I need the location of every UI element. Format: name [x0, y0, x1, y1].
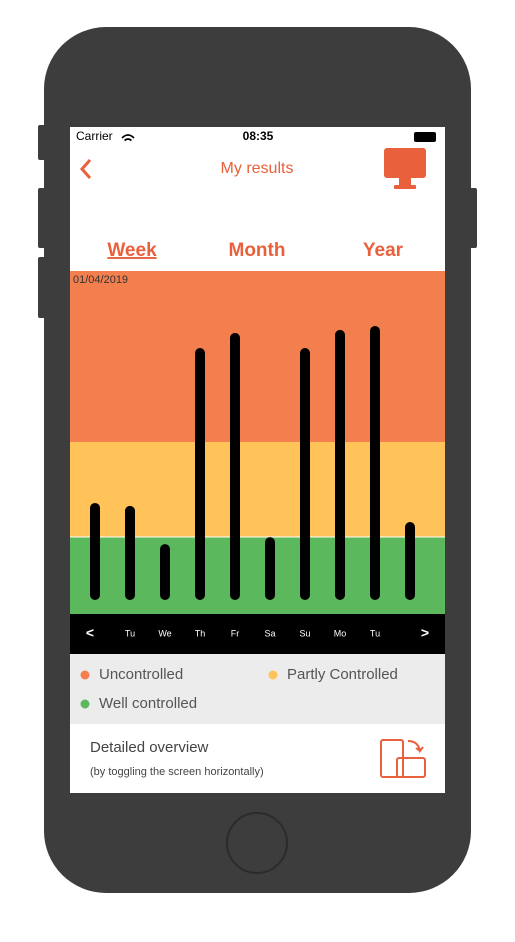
- legend-label: Uncontrolled: [99, 666, 183, 683]
- bar: [265, 537, 275, 600]
- legend-dot: [80, 670, 90, 680]
- x-tick-label: Sa: [264, 628, 275, 638]
- bar: [195, 347, 205, 600]
- x-tick-label: Tu: [125, 628, 135, 638]
- x-tick-label: Th: [195, 628, 206, 638]
- clock: 08:35: [243, 129, 274, 143]
- x-tick-label: Fr: [231, 628, 240, 638]
- back-button[interactable]: [79, 159, 92, 179]
- x-tick-label: Su: [299, 628, 310, 638]
- tab[interactable]: Week: [107, 240, 157, 261]
- home-button[interactable]: [226, 812, 288, 874]
- chart-date: 01/04/2019: [73, 274, 128, 286]
- next-button[interactable]: >: [421, 625, 429, 641]
- x-tick-label: Tu: [370, 628, 380, 638]
- tab[interactable]: Year: [363, 240, 404, 261]
- zone-band: [70, 271, 445, 442]
- monitor-button[interactable]: [384, 148, 426, 189]
- legend-panel: [70, 654, 445, 724]
- tab[interactable]: Month: [229, 240, 286, 261]
- bar: [300, 347, 310, 600]
- x-tick-label: We: [158, 628, 171, 638]
- legend-dot: [80, 699, 90, 709]
- prev-button[interactable]: <: [86, 625, 94, 641]
- legend-label: Partly Controlled: [287, 666, 398, 683]
- x-tick-label: Mo: [334, 628, 347, 638]
- carrier: Carrier: [76, 129, 113, 143]
- overview-subtitle: (by toggling the screen horizontally): [90, 766, 264, 778]
- bar: [125, 505, 135, 600]
- nav-title: My results: [221, 160, 294, 177]
- bar: [335, 329, 345, 600]
- legend-dot: [268, 670, 278, 680]
- bar: [405, 522, 415, 600]
- overview-title: Detailed overview: [90, 739, 209, 756]
- battery: [414, 132, 436, 142]
- bar: [370, 325, 380, 600]
- bar: [90, 502, 100, 600]
- wifi-icon: [121, 134, 135, 142]
- bar: [160, 544, 170, 600]
- bar: [230, 332, 240, 600]
- x-axis-bar: [70, 614, 445, 654]
- rotate-icon[interactable]: [380, 739, 426, 778]
- legend-label: Well controlled: [99, 695, 197, 712]
